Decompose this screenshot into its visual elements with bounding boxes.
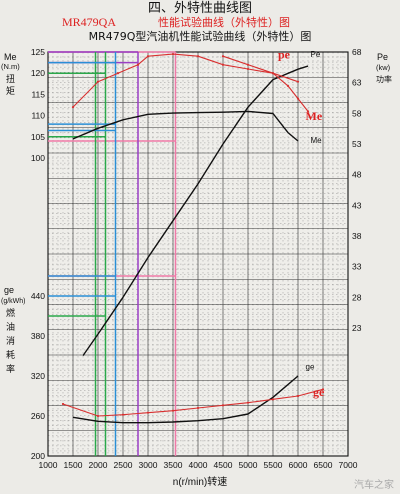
red-me-curve (222, 55, 309, 112)
torque-tick-label: 120 (31, 68, 45, 78)
red-me-point (296, 97, 300, 100)
x-tick-label: 7000 (339, 460, 358, 470)
red-pe-point (171, 53, 175, 56)
red-me-point (221, 55, 225, 58)
black-curve-label: Pe (311, 50, 321, 59)
black-ge-curve (72, 375, 299, 424)
x-tick-label: 2500 (114, 460, 133, 470)
torque-tick-label: 115 (31, 89, 45, 99)
red-pe-point (96, 80, 100, 83)
plot-area: 1000 1500 2000 2500 3000 3500 4000 4500 5000 5500… (31, 47, 362, 470)
red-ge-point (171, 409, 175, 412)
red-ge-point (246, 401, 250, 404)
x-tick-label: 6000 (289, 460, 308, 470)
torque-axis-label-2: (N.m) (1, 62, 20, 71)
power-tick-label: 23 (352, 323, 362, 333)
power-tick-label: 43 (352, 200, 362, 210)
x-tick-label: 1000 (39, 460, 58, 470)
fuel-axis-label: ge (g/kWh) 燃 油 消 耗 率 (1, 285, 26, 375)
black-curve-label: ge (306, 362, 315, 371)
power-tick-label: 68 (352, 47, 362, 57)
red-ge-point (296, 394, 300, 398)
torque-axis-label-3: 扭 (6, 73, 15, 85)
power-tick-label: 53 (352, 139, 362, 149)
power-tick-label: 38 (352, 231, 362, 241)
fuel-tick-label: 200 (31, 451, 45, 461)
red-me-point (306, 110, 310, 113)
fuel-axis-label-7: 率 (6, 363, 15, 375)
torque-tick-label: 110 (31, 111, 45, 121)
black-me-curve (72, 110, 299, 142)
torque-axis-label: Me (N.m) 扭 矩 (1, 52, 20, 97)
red-me-point (286, 84, 290, 88)
red-curve-label: Me (306, 109, 323, 123)
fuel-tick-label: 440 (31, 291, 45, 301)
torque-tick-label: 105 (31, 132, 45, 142)
x-tick-label: 5500 (264, 460, 283, 470)
x-tick-label: 2000 (89, 460, 108, 470)
torque-axis-label-1: Me (4, 52, 17, 62)
x-tick-label: 4500 (214, 460, 233, 470)
x-tick-label: 4000 (189, 460, 208, 470)
fuel-axis-label-4: 油 (6, 321, 15, 333)
red-ge-point (61, 402, 65, 406)
fuel-axis-label-6: 耗 (6, 350, 15, 361)
red-curve-label: ge (313, 385, 325, 399)
power-tick-label: 58 (352, 108, 362, 118)
power-axis-label-3: 功率 (376, 74, 392, 84)
power-tick-label: 48 (352, 170, 362, 180)
red-me-point (271, 72, 275, 75)
black-title: MR479Q型汽油机性能试验曲线（外特性）图 (89, 29, 312, 43)
red-me-point (246, 63, 250, 66)
red-pe-point (196, 55, 200, 58)
black-curve-label: Me (311, 136, 323, 145)
fuel-tick-label: 380 (31, 331, 45, 341)
red-ge-point (321, 388, 325, 391)
red-ge-point (96, 414, 100, 418)
section-title: 四、外特性曲线图 (148, 1, 252, 16)
x-tick-label: 1500 (64, 460, 83, 470)
plot-frame (47, 51, 349, 457)
x-tick-label: 3500 (164, 460, 183, 470)
red-pe-point (221, 63, 225, 66)
watermark: 汽车之家 (354, 478, 394, 491)
red-pe-point (246, 67, 250, 71)
fuel-axis-label-2: (g/kWh) (1, 298, 26, 305)
red-ge-point (121, 413, 125, 416)
red-curve-label: pe (278, 47, 291, 61)
fuel-tick-label: 320 (31, 371, 45, 381)
power-axis-label-1: Pe (377, 52, 388, 62)
red-title-text: 性能试验曲线（外特性）图 (158, 15, 290, 29)
power-tick-label: 63 (352, 78, 362, 88)
fuel-tick-label: 260 (31, 411, 45, 421)
x-tick-label: 5000 (239, 460, 258, 470)
red-pe-point (146, 55, 150, 58)
red-ge-point (271, 398, 275, 401)
fuel-axis-label-1: ge (4, 285, 14, 295)
red-ge-point (221, 404, 225, 407)
red-pe-point (71, 106, 75, 109)
red-ge-point (146, 411, 150, 414)
fuel-axis-label-3: 燃 (6, 307, 15, 319)
fuel-axis-label-5: 消 (6, 335, 15, 347)
torque-tick-label: 125 (31, 47, 45, 57)
red-pe-point (116, 72, 120, 75)
red-ge-point (196, 406, 200, 410)
red-pe-point (296, 80, 300, 83)
power-tick-label: 28 (352, 292, 362, 302)
power-axis-label: Pe (kw) 功率 (376, 52, 392, 84)
x-tick-label: 6500 (314, 460, 333, 470)
torque-tick-label: 100 (31, 153, 45, 163)
x-axis-label: n(r/min)转速 (173, 475, 227, 488)
torque-axis-label-4: 矩 (6, 85, 15, 97)
red-title-model: MR479QA (62, 15, 116, 29)
power-tick-label: 33 (352, 262, 362, 272)
power-axis-label-2: (kw) (376, 63, 391, 72)
x-tick-label: 3000 (139, 460, 158, 470)
red-pe-point (136, 63, 140, 66)
